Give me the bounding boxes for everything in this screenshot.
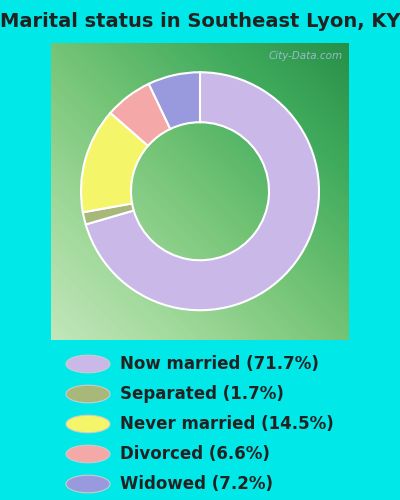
Circle shape	[66, 445, 110, 463]
Text: Divorced (6.6%): Divorced (6.6%)	[120, 445, 270, 463]
Wedge shape	[81, 113, 148, 212]
Text: City-Data.com: City-Data.com	[269, 52, 343, 62]
Text: Separated (1.7%): Separated (1.7%)	[120, 385, 284, 403]
Wedge shape	[83, 204, 134, 225]
Text: Now married (71.7%): Now married (71.7%)	[120, 355, 319, 373]
Wedge shape	[149, 72, 200, 129]
Wedge shape	[86, 72, 319, 310]
Wedge shape	[110, 84, 170, 146]
Text: Widowed (7.2%): Widowed (7.2%)	[120, 475, 273, 493]
Circle shape	[66, 475, 110, 493]
Text: Marital status in Southeast Lyon, KY: Marital status in Southeast Lyon, KY	[0, 12, 400, 31]
Text: Never married (14.5%): Never married (14.5%)	[120, 415, 334, 433]
Circle shape	[66, 415, 110, 433]
Circle shape	[66, 355, 110, 373]
Circle shape	[66, 385, 110, 403]
